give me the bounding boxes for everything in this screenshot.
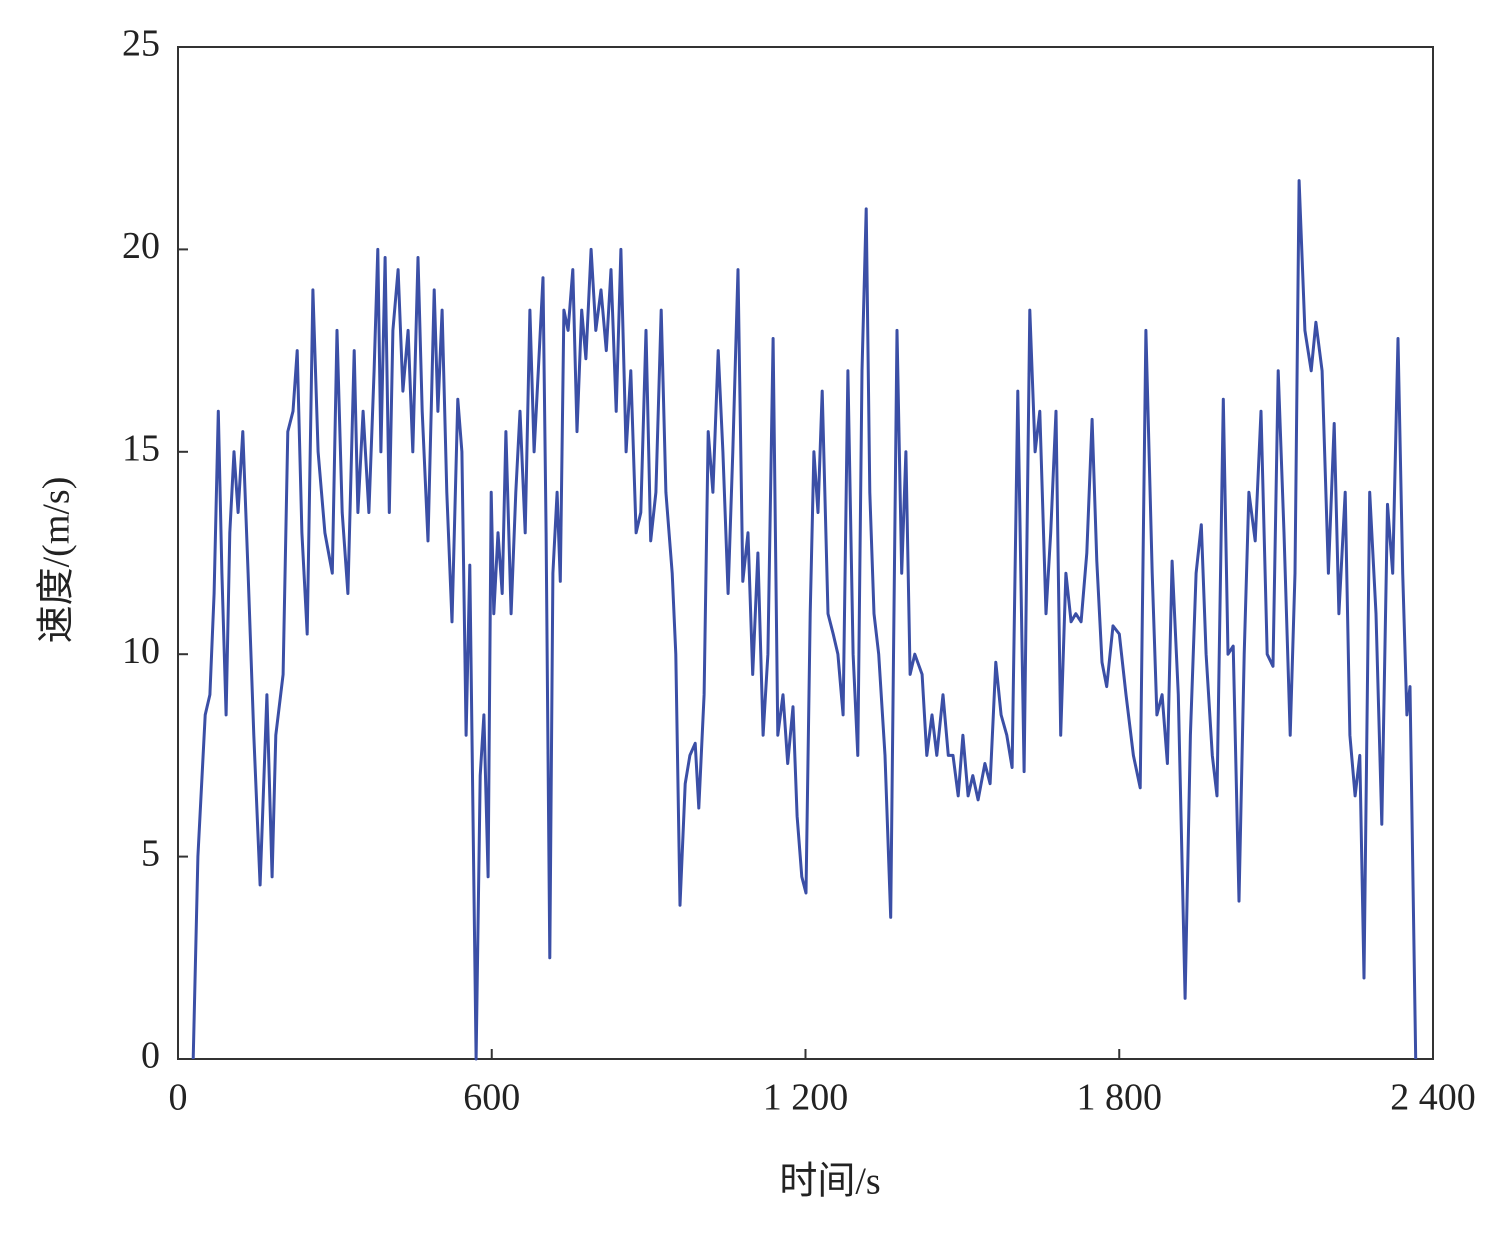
x-axis-label: 时间/s: [779, 1161, 880, 1203]
x-tick-label: 1 800: [1077, 1077, 1163, 1119]
y-tick-label: 0: [141, 1035, 160, 1077]
y-tick-label: 10: [122, 630, 160, 672]
y-tick-label: 5: [141, 832, 160, 874]
x-tick-label: 0: [169, 1077, 188, 1119]
data-line: [191, 179, 1418, 1061]
y-tick-label: 15: [122, 428, 160, 470]
x-tick-label: 1 200: [763, 1077, 849, 1119]
y-axis-label: 速度/(m/s): [36, 477, 78, 644]
x-tick-label: 600: [463, 1077, 520, 1119]
y-tick-label: 25: [122, 23, 160, 65]
x-tick-label: 2 400: [1390, 1077, 1476, 1119]
plot-frame: [177, 46, 1434, 1060]
y-tick-label: 20: [122, 225, 160, 267]
